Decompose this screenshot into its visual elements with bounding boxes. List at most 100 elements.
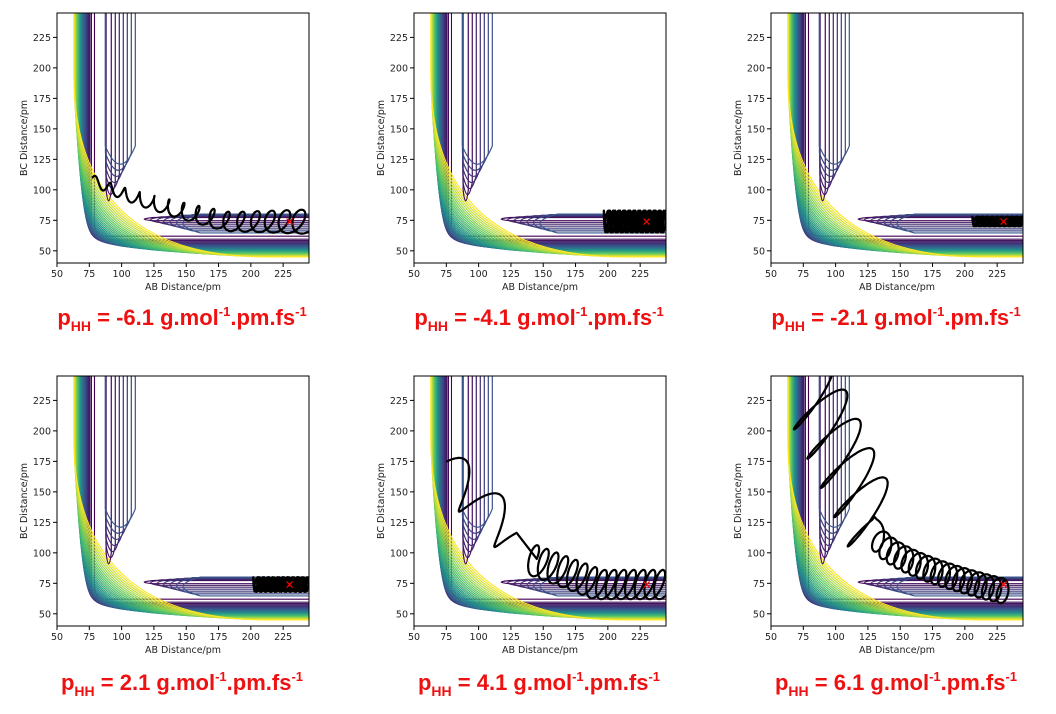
- trajectory-line: [252, 576, 309, 593]
- contour-line: [442, 376, 666, 609]
- contour-line: [801, 13, 1023, 244]
- contour-line: [896, 213, 1023, 234]
- contour-line: [798, 376, 1023, 610]
- contour-line: [446, 13, 666, 242]
- x-axis-label: AB Distance/pm: [859, 645, 935, 656]
- contour-line: [444, 13, 666, 244]
- contour-line: [461, 376, 485, 541]
- trajectory-line: [90, 174, 309, 235]
- x-tick-label: 200: [956, 269, 974, 280]
- contour-line: [539, 213, 666, 234]
- contour-line: [500, 579, 666, 585]
- contour-line: [461, 13, 485, 178]
- y-tick-label: 125: [33, 155, 51, 166]
- x-tick-label: 225: [274, 632, 292, 643]
- contour-chart-4: 50 75 100 125 150 175 200 225 50 75 100 125 150 175 20…: [19, 375, 310, 656]
- contour-line: [799, 13, 1023, 246]
- y-tick-label: 200: [33, 426, 51, 437]
- chart-panel-6: 50 75 100 125 150 175 200 225 50 75 100 125 150 175 20…: [722, 365, 1056, 699]
- x-tick-label: 50: [408, 632, 420, 643]
- x-tick-label: 75: [797, 632, 809, 643]
- x-tick-label: 100: [827, 632, 845, 643]
- x-tick-label: 125: [859, 632, 877, 643]
- chart-panel-5: 50 75 100 125 150 175 200 225 50 75 100 125 150 175 20…: [365, 365, 713, 699]
- x-tick-label: 175: [209, 632, 227, 643]
- y-axis-label: BC Distance/pm: [19, 100, 30, 176]
- contour-line: [105, 376, 112, 565]
- x-tick-label: 75: [440, 269, 452, 280]
- y-tick-label: 150: [747, 487, 765, 498]
- contour-line: [104, 13, 136, 165]
- y-tick-label: 225: [390, 33, 408, 44]
- y-tick-label: 150: [33, 487, 51, 498]
- x-tick-label: 125: [859, 269, 877, 280]
- y-tick-label: 50: [753, 609, 765, 620]
- plot-frame: [56, 12, 310, 264]
- x-tick-label: 225: [274, 269, 292, 280]
- x-tick-label: 225: [631, 632, 649, 643]
- plot-area: [787, 376, 1023, 621]
- y-tick-label: 50: [396, 246, 408, 257]
- y-tick-label: 200: [33, 63, 51, 74]
- x-axis-label: AB Distance/pm: [145, 645, 221, 656]
- contour-line: [818, 376, 850, 528]
- trajectory-line: [971, 215, 1023, 228]
- contour-line: [807, 376, 1023, 600]
- contour-line: [85, 13, 309, 246]
- x-tick-label: 150: [534, 269, 552, 280]
- y-tick-label: 75: [753, 216, 765, 227]
- contour-line: [445, 13, 666, 243]
- contour-line: [182, 213, 309, 234]
- chart-caption-3: pHH = -2.1 g.mol-1.pm.fs-1: [771, 304, 1021, 334]
- contour-chart-5: 50 75 100 125 150 175 200 225 50 75 100 125 150 175 20…: [376, 375, 667, 656]
- y-tick-label: 150: [390, 487, 408, 498]
- y-tick-label: 100: [747, 185, 765, 196]
- x-axis-label: AB Distance/pm: [859, 282, 935, 293]
- x-tick-label: 125: [145, 269, 163, 280]
- contour-line: [799, 376, 1023, 609]
- y-tick-label: 75: [753, 579, 765, 590]
- y-axis-label: BC Distance/pm: [733, 100, 744, 176]
- x-tick-label: 50: [51, 269, 63, 280]
- y-tick-label: 175: [390, 94, 408, 105]
- plot-area: [73, 13, 309, 258]
- contour-line: [462, 376, 481, 547]
- x-tick-label: 100: [470, 269, 488, 280]
- contour-line: [450, 13, 666, 237]
- x-tick-label: 100: [827, 269, 845, 280]
- y-tick-label: 50: [396, 609, 408, 620]
- contour-line: [442, 13, 666, 245]
- contour-line: [798, 13, 1023, 247]
- y-tick-label: 225: [33, 33, 51, 44]
- chart-panel-2: 50 75 100 125 150 175 200 225 50 75 100 125 150 175 20…: [365, 2, 713, 334]
- y-tick-label: 75: [396, 216, 408, 227]
- y-tick-label: 125: [33, 518, 51, 529]
- y-tick-label: 175: [33, 94, 51, 105]
- contour-line: [73, 13, 309, 258]
- plot-area: [430, 13, 666, 258]
- saddle-marker: [1000, 218, 1008, 225]
- y-tick-label: 200: [390, 63, 408, 74]
- contour-line: [787, 13, 1023, 258]
- x-tick-label: 150: [534, 632, 552, 643]
- contour-line: [818, 13, 842, 178]
- chart-caption-2: pHH = -4.1 g.mol-1.pm.fs-1: [414, 304, 664, 334]
- contour-line: [430, 13, 666, 258]
- y-tick-label: 175: [390, 457, 408, 468]
- y-tick-label: 200: [747, 426, 765, 437]
- contour-line: [143, 579, 309, 585]
- x-tick-label: 100: [113, 269, 131, 280]
- y-tick-label: 125: [747, 518, 765, 529]
- contour-line: [462, 13, 469, 202]
- y-tick-label: 125: [390, 155, 408, 166]
- x-tick-label: 175: [566, 632, 584, 643]
- saddle-marker: [286, 218, 294, 225]
- chart-caption-4: pHH = 2.1 g.mol-1.pm.fs-1: [60, 669, 304, 699]
- contour-line: [430, 376, 666, 621]
- y-axis-label: BC Distance/pm: [19, 463, 30, 539]
- y-tick-label: 50: [39, 246, 51, 257]
- y-tick-label: 150: [747, 124, 765, 135]
- plot-frame: [770, 12, 1024, 264]
- contour-line: [819, 13, 826, 202]
- contour-line: [87, 13, 309, 244]
